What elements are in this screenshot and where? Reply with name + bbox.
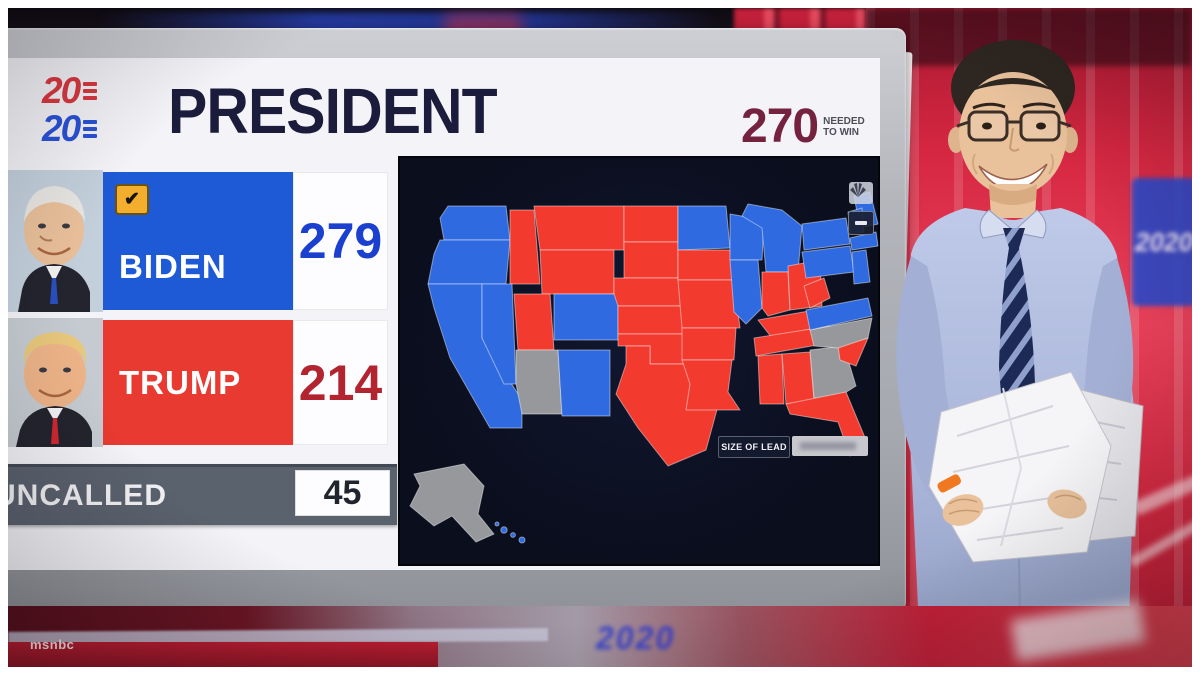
logo-20-bottom: 20 — [42, 108, 81, 149]
uncalled-ev-box: 45 — [295, 470, 390, 516]
state-NM[interactable] — [557, 349, 611, 417]
candidate-name-biden: BIDEN — [119, 248, 227, 285]
logo-stripes — [83, 82, 98, 100]
state-AL[interactable] — [781, 351, 815, 405]
biden-bar: ✔ BIDEN — [103, 172, 293, 310]
peacock-icon[interactable] — [849, 182, 873, 204]
state-UT[interactable] — [513, 293, 555, 351]
state-VA[interactable] — [805, 297, 873, 331]
state-ID[interactable] — [509, 209, 541, 285]
red-floor — [8, 642, 438, 667]
biden-ev-box: 279 — [293, 172, 388, 310]
msnbc-watermark: msnbc — [30, 637, 75, 652]
orange-wristband — [937, 474, 962, 493]
state-MT[interactable] — [533, 205, 625, 251]
video-frame: 2020 20 20 PRESIDENT 270 NEEDED TO WIN — [8, 8, 1192, 667]
secondary-map-button[interactable] — [792, 436, 868, 456]
state-ND[interactable] — [623, 205, 679, 243]
uncalled-ev-value: 45 — [323, 473, 362, 512]
trump-ev-box: 214 — [293, 320, 388, 445]
screen-nav-icons — [848, 182, 874, 235]
state-KS[interactable] — [617, 305, 687, 335]
state-WA[interactable] — [439, 205, 511, 241]
state-CO[interactable] — [553, 293, 619, 341]
state-IL[interactable] — [729, 259, 763, 325]
floor-highlight — [1010, 600, 1146, 662]
us-electoral-map — [409, 191, 879, 544]
state-NE[interactable] — [613, 277, 683, 307]
size-of-lead-button[interactable]: SIZE OF LEAD — [718, 436, 790, 458]
state-SD[interactable] — [623, 241, 679, 279]
studio-floor: 2020 msnbc — [8, 600, 1192, 667]
state-WV[interactable] — [803, 277, 831, 309]
state-IN[interactable] — [761, 271, 791, 317]
state-HI[interactable] — [494, 521, 526, 544]
state-NC[interactable] — [809, 317, 873, 349]
winner-check-icon: ✔ — [115, 184, 149, 215]
state-IA[interactable] — [677, 249, 735, 281]
state-WY[interactable] — [539, 249, 615, 295]
menu-icon[interactable] — [848, 211, 874, 235]
state-PA[interactable] — [801, 245, 855, 279]
state-NJ-MD-DE[interactable] — [851, 249, 871, 285]
state-AR[interactable] — [681, 327, 737, 361]
state-AK[interactable] — [409, 463, 495, 543]
state-MS[interactable] — [757, 353, 785, 405]
electoral-map-screen: SIZE OF LEAD — [398, 156, 880, 566]
candidate-name-trump: TRUMP — [119, 364, 242, 401]
state-LA[interactable] — [681, 359, 741, 411]
state-AZ[interactable] — [515, 349, 563, 415]
state-MO[interactable] — [677, 279, 741, 329]
trump-photo — [8, 318, 103, 447]
logo-stripes — [83, 120, 98, 138]
smile — [978, 163, 1048, 191]
correspondent-kornacki — [896, 40, 1144, 667]
state-MN[interactable] — [677, 205, 731, 251]
needed-to-win: 270 NEEDED TO WIN — [741, 100, 865, 153]
needed-label: NEEDED TO WIN — [823, 116, 865, 138]
state-OR[interactable] — [427, 239, 511, 285]
uncalled-label: UNCALLED — [8, 479, 167, 512]
state-NV[interactable] — [481, 283, 517, 385]
biden-ev-value: 279 — [298, 213, 383, 269]
trump-ev-value: 214 — [298, 354, 383, 411]
state-NY[interactable] — [801, 217, 851, 251]
floor-2020-graphic: 2020 — [596, 620, 676, 656]
biden-photo — [8, 170, 103, 312]
logo-20-top: 20 — [42, 70, 81, 111]
background-2020-sign: 2020 — [1132, 178, 1192, 306]
needed-number: 270 — [741, 100, 819, 153]
tie-knot — [1003, 228, 1025, 248]
nbc-2020-logo: 20 20 — [42, 72, 162, 152]
race-title: PRESIDENT — [168, 75, 498, 147]
trump-bar: ✔ TRUMP — [103, 320, 293, 445]
